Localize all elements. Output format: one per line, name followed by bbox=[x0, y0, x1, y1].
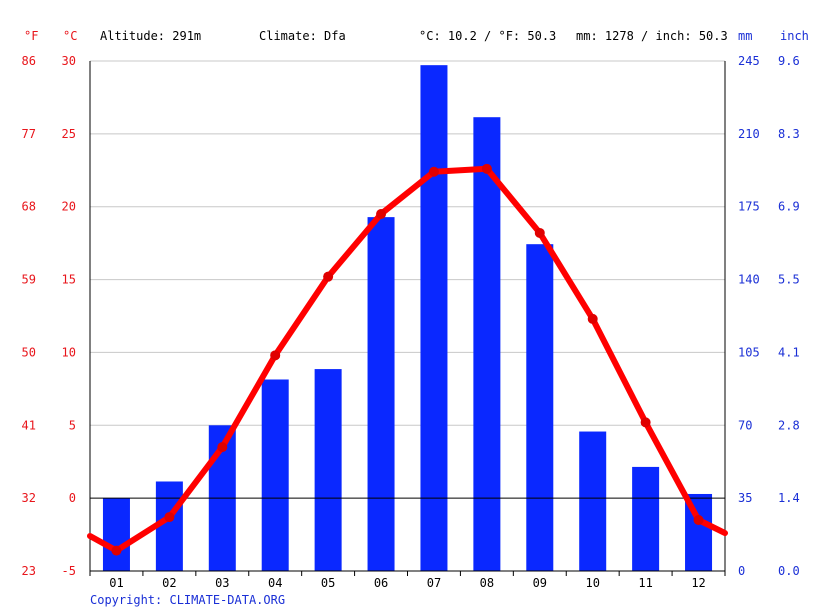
precipitation-total-label: mm: 1278 / inch: 50.3 bbox=[576, 29, 728, 43]
celsius-tick: 30 bbox=[62, 54, 76, 68]
month-label: 08 bbox=[480, 576, 494, 590]
mm-tick: 175 bbox=[738, 200, 760, 214]
mm-tick: 245 bbox=[738, 54, 760, 68]
temperature-point bbox=[323, 271, 334, 282]
altitude-label: Altitude: 291m bbox=[100, 29, 201, 43]
month-label: 07 bbox=[427, 576, 441, 590]
month-label: 02 bbox=[162, 576, 176, 590]
temperature-point bbox=[428, 166, 439, 177]
precipitation-bar bbox=[526, 244, 554, 572]
precipitation-bars bbox=[102, 65, 713, 572]
inch-tick: 0.0 bbox=[778, 564, 800, 578]
fahrenheit-tick: 86 bbox=[22, 54, 36, 68]
inch-tick: 6.9 bbox=[778, 200, 800, 214]
inch-tick: 2.8 bbox=[778, 418, 800, 432]
temperature-line-path bbox=[87, 165, 728, 554]
celsius-tick: 5 bbox=[69, 418, 76, 432]
fahrenheit-tick: 41 bbox=[22, 418, 36, 432]
precipitation-bar bbox=[473, 117, 501, 572]
mm-axis-label: mm bbox=[738, 29, 752, 43]
grid-lines bbox=[90, 60, 725, 426]
mm-tick: 105 bbox=[738, 345, 760, 359]
temperature-point bbox=[376, 209, 387, 219]
celsius-tick: -5 bbox=[62, 564, 76, 578]
tick-labels: 86 30 245 9.6 77 25 210 8.3 68 20 175 6.9 59 15 140 5.5… bbox=[22, 54, 800, 590]
inch-tick: 4.1 bbox=[778, 345, 800, 359]
inch-tick: 9.6 bbox=[778, 54, 800, 68]
fahrenheit-tick: 50 bbox=[22, 345, 36, 359]
celsius-tick: 0 bbox=[69, 491, 76, 505]
precipitation-bar bbox=[632, 466, 660, 571]
temperature-point bbox=[640, 417, 651, 428]
month-label: 11 bbox=[638, 576, 652, 590]
temperature-point bbox=[164, 512, 175, 523]
mm-tick: 35 bbox=[738, 491, 752, 505]
month-label: 04 bbox=[268, 576, 282, 590]
temperature-point bbox=[481, 163, 492, 174]
month-label: 10 bbox=[585, 576, 599, 590]
temperature-point bbox=[270, 350, 281, 361]
inch-tick: 8.3 bbox=[778, 127, 800, 141]
precipitation-bar bbox=[261, 379, 289, 571]
fahrenheit-tick: 59 bbox=[22, 273, 36, 287]
mm-tick: 0 bbox=[738, 564, 745, 578]
month-label: 12 bbox=[691, 576, 705, 590]
temperature-point bbox=[693, 515, 704, 525]
precipitation-bar bbox=[367, 217, 395, 572]
precipitation-bar bbox=[420, 65, 448, 571]
celsius-tick: 25 bbox=[62, 127, 76, 141]
celsius-tick: 20 bbox=[62, 200, 76, 214]
fahrenheit-tick: 77 bbox=[22, 127, 36, 141]
mm-tick: 140 bbox=[738, 273, 760, 287]
fahrenheit-axis-label: °F bbox=[24, 29, 38, 43]
celsius-tick: 15 bbox=[62, 273, 76, 287]
precipitation-bar bbox=[314, 369, 342, 571]
inch-tick: 1.4 bbox=[778, 491, 800, 505]
temperature-point bbox=[534, 227, 545, 238]
mm-tick: 70 bbox=[738, 418, 752, 432]
month-label: 09 bbox=[533, 576, 547, 590]
precipitation-bar bbox=[579, 431, 607, 571]
temperature-point bbox=[217, 442, 228, 453]
fahrenheit-tick: 23 bbox=[22, 564, 36, 578]
fahrenheit-tick: 68 bbox=[22, 200, 36, 214]
inch-tick: 5.5 bbox=[778, 273, 800, 287]
month-label: 06 bbox=[374, 576, 388, 590]
axes bbox=[89, 61, 726, 576]
fahrenheit-tick: 32 bbox=[22, 491, 36, 505]
celsius-axis-label: °C bbox=[63, 29, 77, 43]
temperature-point bbox=[587, 313, 598, 324]
inch-axis-label: inch bbox=[780, 29, 809, 43]
month-label: 01 bbox=[109, 576, 123, 590]
copyright-link[interactable]: Copyright: CLIMATE-DATA.ORG bbox=[90, 593, 285, 607]
temperature-point bbox=[111, 545, 122, 556]
celsius-tick: 10 bbox=[62, 345, 76, 359]
month-label: 03 bbox=[215, 576, 229, 590]
mm-tick: 210 bbox=[738, 127, 760, 141]
month-label: 05 bbox=[321, 576, 335, 590]
average-temperature-label: °C: 10.2 / °F: 50.3 bbox=[419, 29, 556, 43]
temperature-line bbox=[87, 163, 728, 556]
precipitation-bar bbox=[102, 498, 130, 571]
climate-label: Climate: Dfa bbox=[259, 29, 346, 43]
